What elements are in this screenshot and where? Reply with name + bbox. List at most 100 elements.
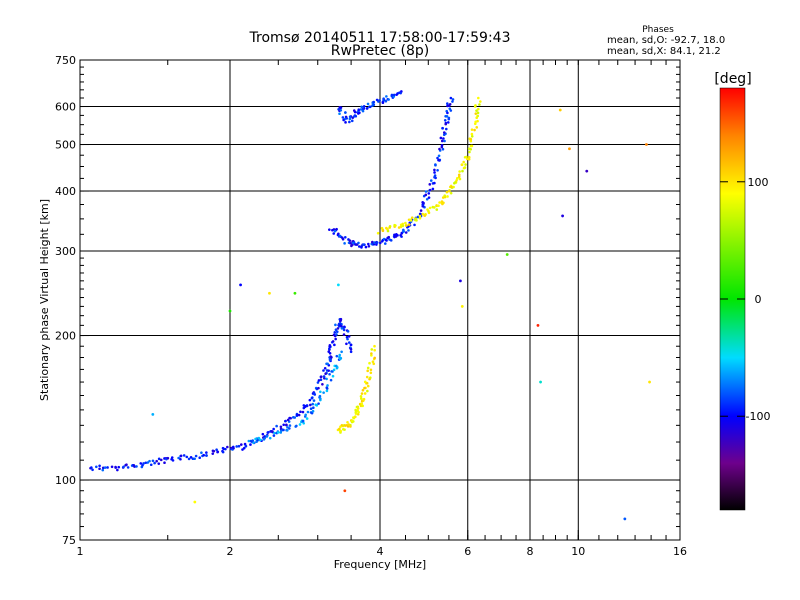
trace-5 <box>337 90 403 124</box>
data-point <box>344 111 347 114</box>
data-point <box>352 109 356 112</box>
data-point <box>451 98 455 101</box>
data-point <box>226 445 229 449</box>
data-point <box>122 465 125 469</box>
data-point <box>325 377 328 381</box>
data-point <box>441 126 444 130</box>
data-point <box>319 375 323 378</box>
data-point <box>339 429 342 433</box>
data-point <box>151 459 155 463</box>
data-point <box>460 163 464 166</box>
data-point <box>476 114 480 118</box>
data-point <box>443 118 447 122</box>
data-point <box>177 456 180 460</box>
data-point <box>344 424 347 427</box>
y-tick-label: 100 <box>55 474 76 487</box>
data-point <box>215 448 218 452</box>
data-point <box>389 239 393 242</box>
data-point <box>301 419 305 423</box>
data-point <box>446 121 450 124</box>
data-point <box>473 128 476 132</box>
data-point <box>98 464 101 468</box>
data-point <box>114 465 117 469</box>
data-point <box>367 242 370 246</box>
data-point <box>341 427 345 431</box>
data-point <box>359 395 363 398</box>
data-point <box>360 402 363 405</box>
data-point <box>455 179 458 182</box>
data-point <box>382 98 385 102</box>
data-point <box>385 95 388 98</box>
data-point <box>476 111 480 115</box>
data-point <box>380 239 384 243</box>
data-point <box>305 417 309 420</box>
data-point <box>333 229 337 233</box>
data-point <box>350 419 354 422</box>
data-point <box>333 330 337 334</box>
data-point <box>257 436 261 440</box>
data-point <box>312 406 315 410</box>
data-point <box>237 444 241 448</box>
data-point <box>381 229 385 233</box>
data-point <box>386 229 390 233</box>
data-point <box>338 353 342 357</box>
data-point <box>444 115 447 118</box>
y-tick-label: 500 <box>55 139 76 152</box>
data-point <box>350 119 354 123</box>
data-point <box>447 117 451 121</box>
data-point <box>369 368 373 372</box>
data-point <box>151 413 155 416</box>
data-point <box>421 200 424 204</box>
data-point <box>373 344 376 348</box>
data-point <box>475 109 478 112</box>
data-point <box>383 242 387 245</box>
data-point <box>98 467 101 471</box>
data-point <box>182 454 186 457</box>
data-point <box>340 423 344 427</box>
data-point <box>427 192 431 195</box>
data-point <box>474 112 478 115</box>
data-point <box>442 131 446 134</box>
data-point <box>393 223 396 227</box>
data-point <box>244 444 248 448</box>
data-point <box>316 381 320 384</box>
data-point <box>427 196 431 199</box>
data-point <box>428 188 432 192</box>
data-point <box>328 228 331 231</box>
data-point <box>338 355 341 359</box>
data-point <box>387 235 391 239</box>
data-point <box>424 190 428 193</box>
data-point <box>470 132 474 136</box>
data-point <box>304 404 308 408</box>
data-point <box>568 147 571 151</box>
data-point <box>302 421 306 425</box>
data-point <box>330 355 333 359</box>
data-point <box>340 350 343 354</box>
data-point <box>335 364 338 368</box>
data-point <box>349 347 353 351</box>
data-point <box>404 231 408 234</box>
data-point <box>373 241 376 244</box>
data-point <box>216 450 219 454</box>
data-point <box>368 361 371 365</box>
data-point <box>339 108 343 112</box>
data-point <box>325 389 329 393</box>
data-point <box>299 410 302 414</box>
data-point <box>193 500 197 504</box>
data-point <box>458 170 461 173</box>
data-point <box>451 100 454 103</box>
data-point <box>205 451 208 454</box>
data-point <box>327 350 331 353</box>
data-point <box>478 103 481 106</box>
data-point <box>434 163 437 166</box>
data-point <box>467 155 471 159</box>
data-point <box>342 328 346 332</box>
data-point <box>202 453 206 457</box>
data-point <box>378 241 382 245</box>
data-point <box>444 122 448 126</box>
data-point <box>439 136 443 140</box>
data-point <box>354 114 358 118</box>
y-tick-label: 75 <box>62 534 76 547</box>
data-point <box>133 465 136 468</box>
